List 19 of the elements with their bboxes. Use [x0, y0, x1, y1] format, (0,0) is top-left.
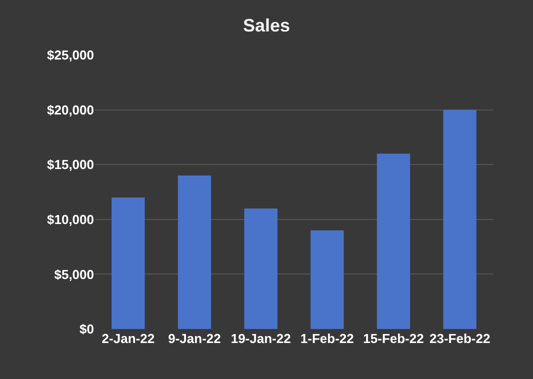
y-tick-label: $25,000: [47, 48, 94, 63]
chart-title: Sales: [242, 16, 290, 36]
bar: [244, 208, 278, 329]
y-tick-label: $15,000: [47, 157, 94, 172]
y-tick-label: $10,000: [47, 212, 94, 227]
x-tick-label: 2-Jan-22: [102, 331, 155, 346]
bar: [443, 110, 476, 329]
y-tick-label: $0: [80, 322, 94, 337]
bar: [376, 154, 410, 329]
x-tick-label: 19-Jan-22: [230, 331, 291, 346]
y-tick-label: $20,000: [47, 102, 94, 118]
bar: [310, 230, 344, 329]
y-tick-label: $5,000: [54, 266, 94, 282]
x-tick-label: 9-Jan-22: [168, 331, 221, 346]
bar: [178, 176, 212, 329]
bar: [112, 197, 145, 329]
x-tick-label: 1-Feb-22: [300, 331, 354, 346]
x-tick-label: 23-Feb-22: [429, 331, 490, 346]
x-tick-label: 15-Feb-22: [363, 331, 424, 346]
